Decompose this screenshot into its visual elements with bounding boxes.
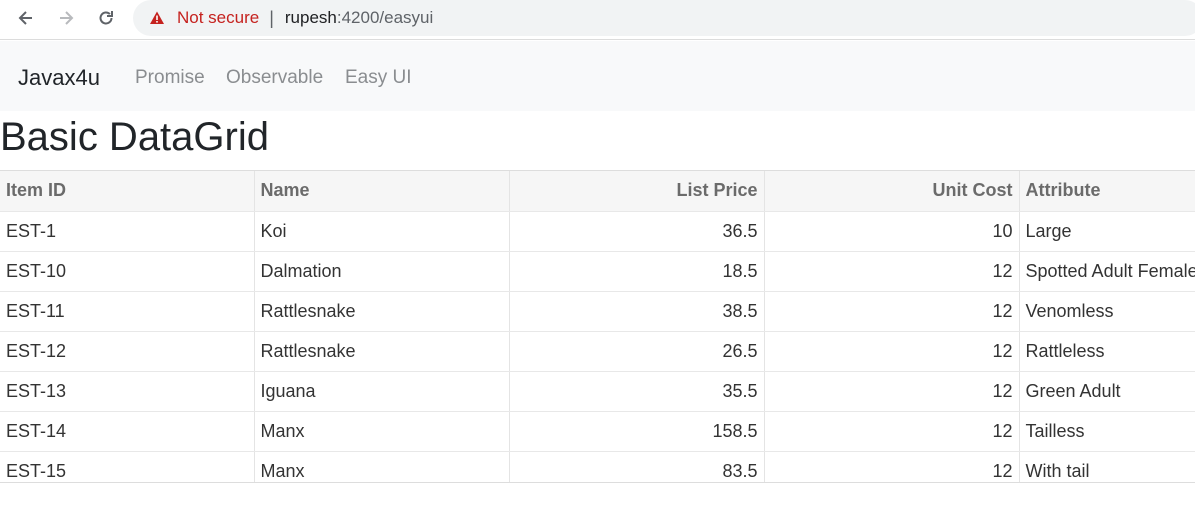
cell-list-price[interactable]: 38.5: [509, 291, 765, 332]
cell-item-id[interactable]: EST-15: [0, 451, 255, 482]
cell-name[interactable]: Manx: [254, 451, 510, 482]
nav-link-promise[interactable]: Promise: [135, 67, 205, 88]
column-header-list-price[interactable]: List Price: [509, 171, 765, 212]
cell-name[interactable]: Iguana: [254, 371, 510, 412]
cell-item-id[interactable]: EST-14: [0, 411, 255, 452]
cell-attribute[interactable]: Tailless: [1019, 411, 1195, 452]
cell-attribute[interactable]: With tail: [1019, 451, 1195, 482]
cell-item-id[interactable]: EST-1: [0, 211, 255, 252]
table-row[interactable]: EST-10 Dalmation 18.5 12 Spotted Adult F…: [0, 251, 1195, 292]
column-header-name[interactable]: Name: [254, 171, 510, 212]
cell-name[interactable]: Rattlesnake: [254, 331, 510, 372]
cell-attribute[interactable]: Spotted Adult Female: [1019, 251, 1195, 292]
nav-link-easy-ui[interactable]: Easy UI: [345, 67, 412, 88]
nav-link-observable[interactable]: Observable: [226, 67, 324, 88]
arrow-right-icon: [60, 11, 74, 25]
cell-name[interactable]: Rattlesnake: [254, 291, 510, 332]
cell-name[interactable]: Koi: [254, 211, 510, 252]
reload-button[interactable]: [94, 6, 118, 30]
datagrid: Item ID Name List Price Unit Cost Attrib…: [0, 170, 1195, 483]
warning-icon: [150, 11, 164, 24]
security-status[interactable]: Not secure: [177, 8, 260, 27]
cell-attribute[interactable]: Rattleless: [1019, 331, 1195, 372]
cell-list-price[interactable]: 35.5: [509, 371, 765, 412]
cell-list-price[interactable]: 158.5: [509, 411, 765, 452]
cell-unit-cost[interactable]: 12: [764, 371, 1020, 412]
url-path: :4200/easyui: [336, 8, 434, 27]
table-row[interactable]: EST-13 Iguana 35.5 12 Green Adult: [0, 371, 1195, 412]
cell-attribute[interactable]: Large: [1019, 211, 1195, 252]
back-button[interactable]: [14, 6, 38, 30]
table-row[interactable]: EST-1 Koi 36.5 10 Large: [0, 211, 1195, 252]
page-title: Basic DataGrid: [0, 115, 269, 159]
address-bar[interactable]: Not secure | rupesh:4200/easyui: [133, 0, 1195, 36]
cell-item-id[interactable]: EST-12: [0, 331, 255, 372]
url-separator: |: [269, 7, 274, 28]
forward-button[interactable]: [54, 6, 78, 30]
cell-name[interactable]: Manx: [254, 411, 510, 452]
browser-toolbar: Not secure | rupesh:4200/easyui: [0, 0, 1195, 40]
cell-item-id[interactable]: EST-13: [0, 371, 255, 412]
reload-icon: [99, 11, 113, 25]
cell-attribute[interactable]: Venomless: [1019, 291, 1195, 332]
cell-unit-cost[interactable]: 12: [764, 331, 1020, 372]
cell-name[interactable]: Dalmation: [254, 251, 510, 292]
cell-list-price[interactable]: 83.5: [509, 451, 765, 482]
table-row[interactable]: EST-12 Rattlesnake 26.5 12 Rattleless: [0, 331, 1195, 372]
datagrid-table: Item ID Name List Price Unit Cost Attrib…: [0, 171, 1195, 482]
header-row: Item ID Name List Price Unit Cost Attrib…: [0, 171, 1195, 212]
cell-attribute[interactable]: Green Adult: [1019, 371, 1195, 412]
table-row[interactable]: EST-11 Rattlesnake 38.5 12 Venomless: [0, 291, 1195, 332]
cell-item-id[interactable]: EST-11: [0, 291, 255, 332]
column-header-item-id[interactable]: Item ID: [0, 171, 255, 212]
navbar-brand[interactable]: Javax4u: [18, 65, 100, 90]
url-host: rupesh: [284, 8, 337, 27]
cell-item-id[interactable]: EST-10: [0, 251, 255, 292]
cell-list-price[interactable]: 18.5: [509, 251, 765, 292]
column-header-attribute[interactable]: Attribute: [1019, 171, 1195, 212]
arrow-left-icon: [18, 11, 32, 25]
cell-unit-cost[interactable]: 12: [764, 451, 1020, 482]
cell-unit-cost[interactable]: 12: [764, 411, 1020, 452]
cell-list-price[interactable]: 36.5: [509, 211, 765, 252]
column-header-unit-cost[interactable]: Unit Cost: [764, 171, 1020, 212]
table-row[interactable]: EST-14 Manx 158.5 12 Tailless: [0, 411, 1195, 452]
app-navbar: Javax4u Promise Observable Easy UI: [0, 41, 1195, 111]
table-row[interactable]: EST-15 Manx 83.5 12 With tail: [0, 451, 1195, 482]
cell-unit-cost[interactable]: 10: [764, 211, 1020, 252]
cell-unit-cost[interactable]: 12: [764, 291, 1020, 332]
url-text[interactable]: rupesh:4200/easyui: [285, 8, 433, 28]
cell-list-price[interactable]: 26.5: [509, 331, 765, 372]
cell-unit-cost[interactable]: 12: [764, 251, 1020, 292]
